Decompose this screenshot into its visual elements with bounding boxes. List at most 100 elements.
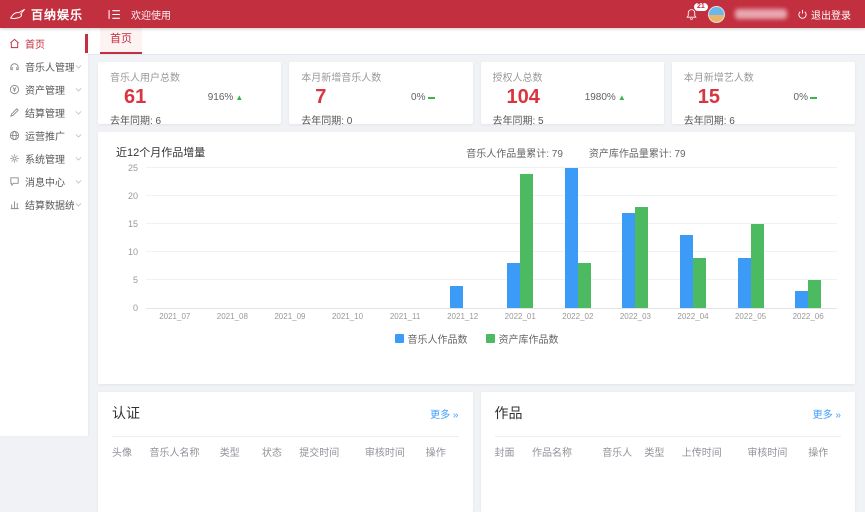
bar-音乐人作品数: [795, 291, 809, 308]
sidebar-item-资产管理[interactable]: 资产管理: [0, 78, 88, 101]
bar-资产库作品数: [577, 263, 591, 308]
collapse-menu-icon[interactable]: [108, 9, 121, 20]
chevron-down-icon: [74, 154, 83, 163]
trend-flat-icon: [427, 96, 435, 99]
sidebar-item-label: 首页: [25, 40, 45, 51]
sidebar-item-结算管理[interactable]: 结算管理: [0, 101, 88, 124]
x-tick-label: 2021_12: [447, 312, 479, 321]
sidebar-item-运营推广[interactable]: 运营推广: [0, 124, 88, 147]
chevron-down-icon: [74, 131, 83, 140]
x-tick-label: 2022_05: [734, 312, 767, 321]
y-tick-label: 0: [132, 303, 138, 313]
notification-badge: 21: [693, 1, 709, 12]
bar-group: [664, 168, 722, 308]
brand-name: 百纳娱乐: [31, 7, 84, 22]
works-more-link[interactable]: 更多 »: [812, 409, 841, 421]
x-tick-label: 2021_08: [216, 312, 248, 321]
sidebar-item-label: 运营推广: [25, 132, 65, 143]
x-axis-labels: 2021_07 2021_08 2021_09 2021_10 2021_11 2021_…: [146, 312, 837, 321]
bar-资产库作品数: [808, 280, 822, 308]
chevron-down-icon: [74, 177, 83, 186]
notification-bell[interactable]: 21: [685, 1, 709, 21]
stat-card-value: 15: [697, 86, 720, 108]
chevron-down-icon: [74, 200, 83, 209]
stat-cards-row: 音乐人用户总数 61 916% ▲ 去年同期: 6 本月新增音乐人数 7 0% …: [98, 62, 855, 127]
sidebar-item-label: 资产管理: [25, 86, 65, 97]
sidebar-item-消息中心[interactable]: 消息中心: [0, 170, 88, 193]
legend-item[interactable]: 资产库作品数: [485, 331, 559, 346]
bar-group: [434, 168, 492, 308]
x-tick-label: 2022_02: [562, 312, 594, 321]
trend-up-icon: ▲: [235, 92, 244, 102]
stat-card: 授权人总数 104 1980% ▲ 去年同期: 5: [480, 62, 664, 127]
sidebar-item-音乐人管理[interactable]: 音乐人管理: [0, 55, 88, 78]
sidebar-item-首页[interactable]: 首页: [0, 32, 88, 55]
auth-panel-title: 认证: [112, 405, 140, 421]
bar-group: [549, 168, 607, 308]
chart-panel: 近12个月作品增量 音乐人作品量累计: 79 资产库作品量累计: 79 0 5 10 1…: [98, 132, 855, 384]
settlement-icon: [9, 107, 20, 118]
y-tick-label: 15: [127, 219, 138, 229]
x-tick-label: 2021_07: [159, 312, 191, 321]
bar-group: [261, 168, 319, 308]
works-panel-title: 作品: [494, 405, 523, 421]
table-column-header: 音乐人名称: [149, 448, 200, 459]
table-column-header: 审核时间: [747, 448, 788, 459]
power-icon: [798, 9, 807, 19]
chevron-down-icon: [74, 108, 83, 117]
bar-group: [146, 168, 204, 308]
table-column-header: 封面: [494, 448, 515, 459]
bar-group: [779, 168, 837, 308]
legend-swatch: [394, 334, 404, 343]
bar-音乐人作品数: [622, 212, 636, 308]
table-column-header: 上传时间: [681, 448, 722, 459]
legend-label: 资产库作品数: [498, 335, 559, 346]
bar-音乐人作品数: [679, 235, 693, 308]
stat-card-title: 本月新增艺人数: [683, 73, 754, 84]
avatar[interactable]: [708, 5, 725, 23]
stat-card-last-year: 去年同期: 5: [492, 116, 544, 127]
gridline: [146, 167, 837, 168]
stat-card-value: 7: [315, 86, 327, 108]
works-table-header: 封面 作品名称 音乐人 类型 上传时间 审核时间 操作: [494, 436, 841, 459]
y-tick-label: 10: [127, 247, 138, 257]
x-tick-label: 2022_03: [619, 312, 651, 321]
stat-card-value: 61: [124, 86, 147, 108]
auth-table-header: 头像 音乐人名称 类型 状态 提交时间 审核时间 操作: [112, 436, 459, 459]
stat-card-percent: 1980% ▲: [584, 92, 626, 103]
y-tick-label: 5: [132, 275, 138, 285]
bar-group: [491, 168, 549, 308]
bar-资产库作品数: [692, 257, 706, 308]
message-icon: [9, 176, 20, 187]
sidebar-item-label: 结算管理: [25, 109, 65, 120]
chart-title: 近12个月作品增量: [116, 147, 206, 159]
musician-icon: [9, 61, 20, 72]
gridline: [146, 195, 837, 196]
promotion-icon: [9, 130, 20, 141]
y-tick-label: 20: [127, 191, 138, 201]
username-redacted: [735, 9, 787, 19]
stat-card-value: 104: [506, 86, 540, 108]
legend-swatch: [485, 334, 495, 343]
stat-card-last-year: 去年同期: 6: [110, 116, 162, 127]
stat-card-percent: 916% ▲: [207, 92, 244, 103]
x-tick-label: 2021_10: [331, 312, 364, 321]
auth-more-link[interactable]: 更多 »: [430, 409, 459, 421]
sidebar-item-系统管理[interactable]: 系统管理: [0, 147, 88, 170]
tab-home[interactable]: 首页: [100, 25, 142, 54]
stat-card: 音乐人用户总数 61 916% ▲ 去年同期: 6: [98, 62, 282, 127]
x-tick-label: 2022_04: [677, 312, 709, 321]
stat-card-title: 授权人总数: [492, 73, 543, 84]
table-column-header: 作品名称: [531, 448, 572, 459]
table-column-header: 类型: [219, 448, 240, 459]
legend-item[interactable]: 音乐人作品数: [394, 331, 468, 346]
stat-card-percent: 0%: [794, 92, 817, 103]
table-column-header: 操作: [425, 448, 446, 459]
table-column-header: 状态: [261, 448, 282, 459]
sidebar-item-label: 消息中心: [25, 178, 65, 189]
statistics-icon: [9, 199, 20, 210]
bar-音乐人作品数: [564, 168, 578, 308]
logout-button[interactable]: 退出登录: [797, 7, 851, 22]
sidebar-item-结算数据统计[interactable]: 结算数据统计: [0, 193, 88, 216]
table-column-header: 操作: [808, 448, 829, 459]
